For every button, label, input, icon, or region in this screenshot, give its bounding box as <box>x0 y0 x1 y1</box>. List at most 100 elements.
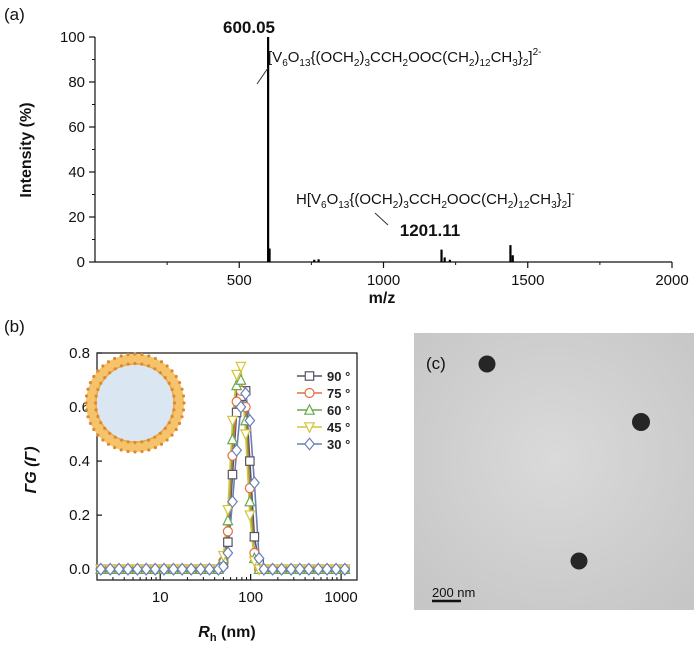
data-point <box>158 562 170 576</box>
vesicle-dot <box>140 352 144 357</box>
data-point <box>176 562 188 576</box>
vesicle-dot <box>172 401 177 405</box>
vesicle-dot <box>153 445 157 450</box>
tem-micrograph: (c) 200 nm <box>414 333 694 610</box>
legend-label: 90 ° <box>327 369 350 384</box>
data-point <box>235 400 247 414</box>
tem-particle <box>570 552 588 570</box>
vesicle-dot <box>96 369 100 373</box>
vesicle-core <box>95 363 175 443</box>
data-point <box>240 386 252 401</box>
data-point <box>244 495 256 507</box>
data-point <box>285 562 297 576</box>
vesicle-dot <box>94 394 98 398</box>
vesicle-dot <box>174 427 178 432</box>
dls-legend: 90 ° 75 ° 60 ° 45 ° 30 ° <box>297 369 350 452</box>
ms-y-tick-label: 100 <box>60 29 85 46</box>
dls-y-tick-label: 0.2 <box>69 507 90 524</box>
data-point <box>321 562 333 576</box>
vesicle-dot <box>101 438 105 442</box>
vesicle-dot <box>177 381 182 385</box>
vesicle-dot <box>84 394 89 398</box>
data-point <box>231 443 243 457</box>
data-point <box>249 531 260 542</box>
data-point <box>113 562 125 576</box>
legend-label: 60 ° <box>327 403 350 418</box>
vesicle-dot <box>147 448 151 452</box>
ms-y-tick-label: 80 <box>68 74 85 91</box>
data-point <box>167 562 179 576</box>
tem-particle <box>478 355 496 373</box>
vesicle-dot <box>96 387 100 392</box>
vesicle-dot <box>119 354 123 358</box>
data-point <box>230 369 243 382</box>
vesicle-dot <box>96 414 100 419</box>
data-point <box>149 562 161 576</box>
ms-peaks <box>267 37 514 262</box>
vesicle-dot <box>140 440 144 444</box>
ms-x-tick-label: 2000 <box>655 272 688 289</box>
vesicle-dot <box>113 435 117 439</box>
dls-x-tick-label: 1000 <box>324 589 357 606</box>
data-point <box>222 504 234 517</box>
dls-y-tick-label: 0.4 <box>69 453 90 470</box>
data-point <box>223 537 233 547</box>
vesicle-dot <box>88 421 93 425</box>
ms-y-tick-label: 60 <box>68 119 85 136</box>
vesicle-dot <box>170 414 174 419</box>
vesicle-dot <box>108 371 112 375</box>
vesicle-dot <box>88 381 93 385</box>
vesicle-dot <box>167 381 171 385</box>
panel-c-label: (c) <box>426 354 446 373</box>
dls-y-tick-label: 0.0 <box>69 561 90 578</box>
vesicle-dot <box>165 364 169 368</box>
vesicle-dot <box>92 374 96 379</box>
vesicle-dot <box>113 356 117 361</box>
data-point <box>304 371 315 381</box>
ms-y-tick-label: 0 <box>77 254 85 271</box>
vesicle-dot <box>180 387 184 391</box>
data-point <box>248 476 260 490</box>
ms-x-tick-label: 1000 <box>367 272 400 289</box>
vesicle-dot <box>133 450 137 454</box>
vesicle-schematic <box>84 352 186 454</box>
vesicle-dot <box>159 442 164 446</box>
vesicle-dot <box>172 408 176 412</box>
vesicle-dot <box>165 438 169 442</box>
vesicle-dot <box>181 394 186 398</box>
vesicle-dot <box>84 401 88 405</box>
data-point <box>239 429 252 441</box>
data-point <box>203 562 215 576</box>
tem-particle <box>632 413 650 431</box>
vesicle-dot <box>126 352 130 357</box>
vesicle-dot <box>94 408 98 412</box>
vesicle-dot <box>140 449 144 454</box>
data-point <box>122 562 134 576</box>
dls-x-tick-label: 100 <box>238 589 263 606</box>
vesicle-dot <box>163 426 167 430</box>
data-point <box>245 456 255 466</box>
peak-600-label: 600.05 <box>223 18 275 37</box>
vesicle-dot <box>146 438 151 442</box>
data-point <box>195 562 207 576</box>
legend-label: 30 ° <box>327 437 350 452</box>
data-point <box>227 469 238 480</box>
data-point <box>226 432 239 445</box>
vesicle-dot <box>177 421 182 425</box>
ms-ticks: 0 20 40 60 80 100 500 1000 1500 2000 <box>60 29 689 289</box>
vesicle-dot <box>158 431 162 435</box>
vesicle-dot <box>133 440 137 445</box>
data-point <box>304 437 315 451</box>
ms-y-tick-label: 20 <box>68 209 85 226</box>
legend-label: 75 ° <box>327 386 350 401</box>
vesicle-dot <box>159 360 164 364</box>
vesicle-dot <box>113 445 117 450</box>
data-point <box>304 387 315 399</box>
dls-plot-frame <box>96 352 358 581</box>
vesicle-dot <box>103 426 107 430</box>
data-point <box>185 562 197 576</box>
vesicle-dot <box>86 415 90 419</box>
vesicle-dot <box>96 433 100 437</box>
data-point <box>303 562 315 576</box>
formula-dianion: [V6O13{(OCH2)3CCH2OOC(CH2)12CH3}2]2- <box>268 47 541 69</box>
